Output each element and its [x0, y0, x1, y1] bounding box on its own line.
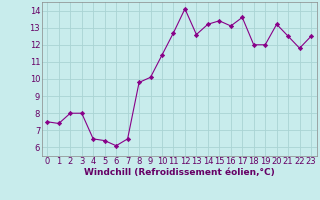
X-axis label: Windchill (Refroidissement éolien,°C): Windchill (Refroidissement éolien,°C)	[84, 168, 275, 177]
